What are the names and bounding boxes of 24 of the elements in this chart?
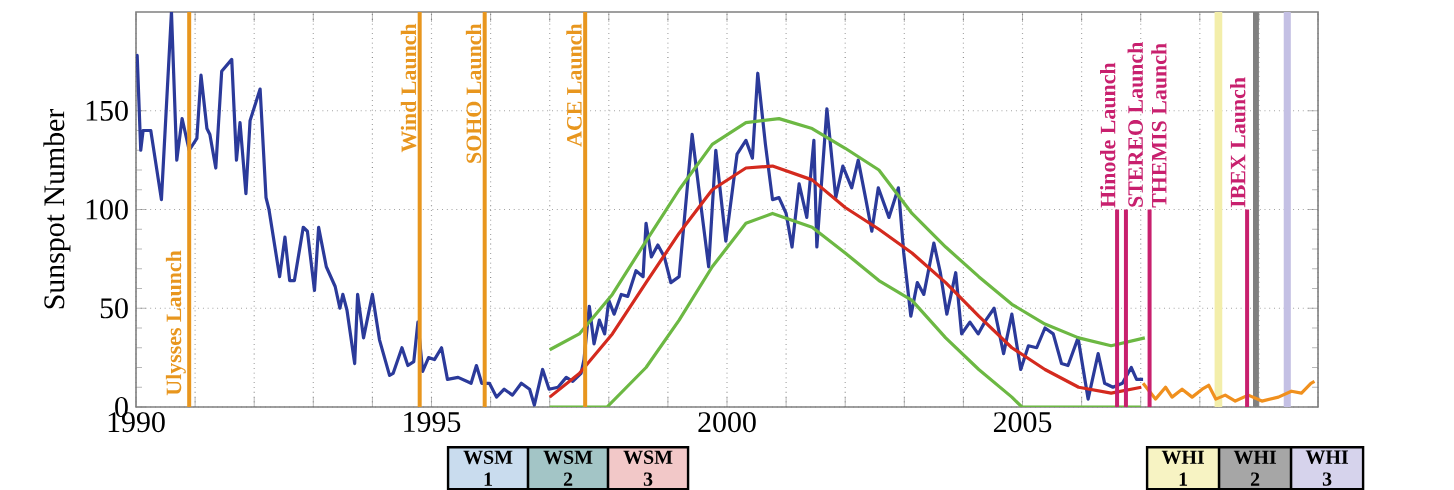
x-tick-label: 1995 (404, 412, 461, 433)
line-series (136, 12, 1145, 407)
ref-line-label: THEMIS Launch (1151, 43, 1167, 208)
ref-line-label: STEREO Launch (1127, 42, 1144, 207)
ref-line-label: IBEX Launch (1230, 77, 1246, 208)
line-series (548, 211, 1143, 407)
text: WSM 2 (543, 450, 593, 486)
y-axis-title: Sunspot Number (43, 108, 71, 309)
ref-line-label: Wind Launch (400, 23, 417, 153)
ref-line-label: ACE Launch (566, 23, 582, 147)
y-tick-label: 50 (100, 298, 128, 319)
ref-line-label: Hinode Launch (1100, 62, 1116, 208)
text: WSM 1 (463, 450, 513, 486)
ref-line-label: SOHO Launch (465, 23, 482, 163)
y-tick-label: 100 (86, 199, 128, 220)
y-tick-label: 150 (86, 100, 128, 121)
band-label: WHI 3 (1305, 450, 1349, 486)
text: WSM 3 (623, 450, 673, 486)
x-tick-label: 2005 (993, 412, 1052, 433)
band-label: WHI 2 (1233, 450, 1277, 486)
band-label: WHI 1 (1161, 450, 1205, 486)
line-series (1141, 379, 1317, 403)
x-tick-label: 2000 (698, 412, 756, 433)
ref-line-label: Ulysses Launch (165, 250, 186, 396)
